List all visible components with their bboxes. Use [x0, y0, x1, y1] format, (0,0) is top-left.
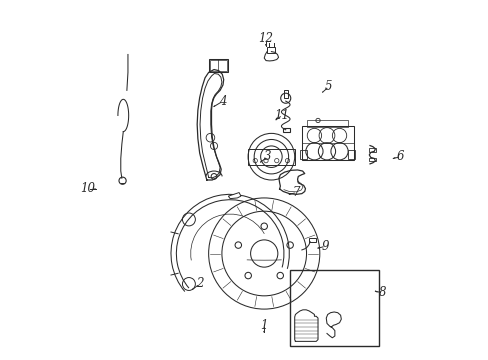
Bar — [300, 150, 306, 159]
Bar — [208, 59, 228, 72]
Bar — [309, 238, 315, 242]
Bar — [368, 148, 375, 152]
Text: 6: 6 — [396, 150, 404, 163]
Text: 11: 11 — [274, 109, 289, 122]
Bar — [290, 270, 379, 346]
Bar — [301, 126, 353, 160]
Bar — [368, 158, 375, 161]
Text: 4: 4 — [219, 95, 226, 108]
Bar — [247, 149, 294, 165]
Bar — [267, 47, 275, 53]
Text: 7: 7 — [292, 186, 300, 199]
Text: 3: 3 — [264, 150, 271, 163]
Text: 10: 10 — [80, 183, 95, 195]
Text: 12: 12 — [258, 32, 273, 45]
Bar — [348, 150, 354, 159]
Polygon shape — [228, 193, 241, 199]
Text: 1: 1 — [260, 319, 267, 332]
Bar — [306, 121, 348, 127]
Text: 5: 5 — [325, 80, 332, 93]
Text: 2: 2 — [196, 278, 203, 291]
Bar — [210, 60, 226, 71]
Bar — [283, 90, 287, 98]
Text: 9: 9 — [321, 240, 328, 253]
Bar — [282, 128, 289, 132]
Text: 8: 8 — [378, 287, 386, 300]
